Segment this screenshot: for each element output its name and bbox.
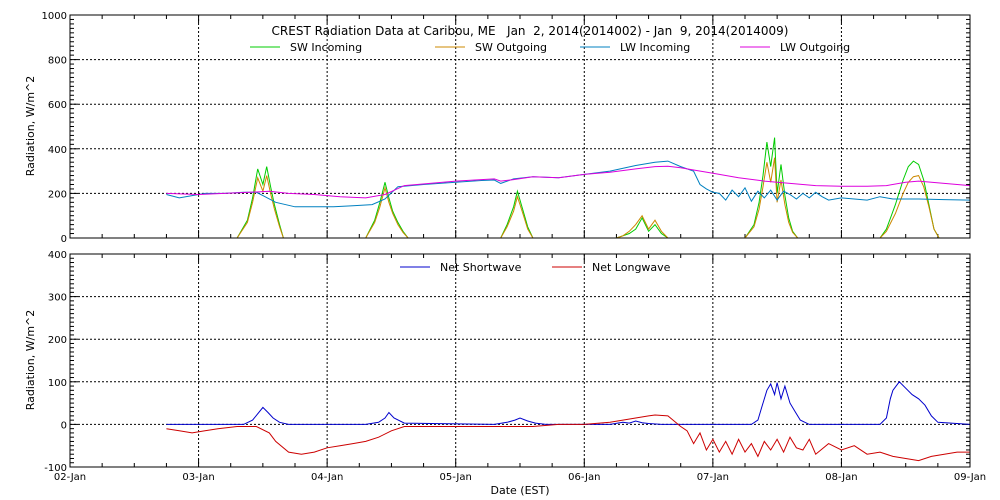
bottom-panel-xtick-labels: 02-Jan 03-Jan 04-Jan 05-Jan 06-Jan 07-Jan 08-J… bbox=[54, 472, 986, 483]
y-tick-label: 0 bbox=[61, 234, 67, 245]
y-tick-label: 800 bbox=[48, 56, 67, 67]
series-line-net-shortwave bbox=[166, 381, 971, 425]
y-tick-label: 1000 bbox=[42, 11, 67, 22]
y-tick-label: 200 bbox=[48, 189, 67, 200]
x-tick-label: 07-Jan bbox=[697, 472, 729, 483]
series-line-lw-incoming bbox=[166, 160, 971, 208]
bottom-panel-ticks bbox=[69, 253, 971, 468]
x-tick-label: 03-Jan bbox=[182, 472, 214, 483]
y-tick-label: 300 bbox=[48, 293, 67, 304]
series-line-sw-outgoing bbox=[166, 157, 970, 239]
x-axis-title: Date (EST) bbox=[490, 484, 549, 497]
y-tick-label: 100 bbox=[48, 378, 67, 389]
top-panel-frame bbox=[69, 14, 971, 239]
bottom-panel-series bbox=[166, 381, 971, 462]
top-panel-y-axis-title: Radiation, W/m^2 bbox=[24, 76, 37, 177]
x-tick-label: 09-Jan bbox=[954, 472, 986, 483]
bottom-panel-legend: Net Shortwave Net Longwave bbox=[400, 261, 671, 274]
legend-label: Net Longwave bbox=[592, 261, 671, 274]
x-tick-label: 04-Jan bbox=[311, 472, 343, 483]
chart-title: CREST Radiation Data at Caribou, ME Jan … bbox=[272, 24, 789, 38]
y-tick-label: 400 bbox=[48, 145, 67, 156]
bottom-panel-y-axis-title: Radiation, W/m^2 bbox=[24, 310, 37, 411]
y-tick-label: 600 bbox=[48, 100, 67, 111]
bottom-panel: -100 0 100 200 300 400 02-Jan 03-Jan 04-Jan 05-J… bbox=[24, 250, 986, 497]
top-panel-series bbox=[166, 137, 971, 239]
y-tick-label: 200 bbox=[48, 335, 67, 346]
series-line-sw-incoming bbox=[166, 137, 970, 239]
y-tick-label: 400 bbox=[48, 250, 67, 261]
bottom-panel-frame bbox=[69, 253, 971, 468]
bottom-panel-ytick-labels: -100 0 100 200 300 400 bbox=[44, 250, 67, 474]
top-panel-legend: SW Incoming SW Outgoing LW Incoming LW Outg… bbox=[250, 41, 850, 54]
legend-label: Net Shortwave bbox=[440, 261, 522, 274]
y-tick-label: 0 bbox=[61, 420, 67, 431]
x-tick-label: 06-Jan bbox=[568, 472, 600, 483]
x-tick-label: 02-Jan bbox=[54, 472, 86, 483]
x-tick-label: 08-Jan bbox=[825, 472, 857, 483]
legend-label: SW Incoming bbox=[290, 41, 362, 54]
legend-label: LW Outgoing bbox=[780, 41, 850, 54]
legend-label: SW Outgoing bbox=[475, 41, 547, 54]
x-tick-label: 05-Jan bbox=[440, 472, 472, 483]
series-line-lw-outgoing bbox=[166, 165, 971, 199]
legend-label: LW Incoming bbox=[620, 41, 690, 54]
series-line-net-longwave bbox=[166, 414, 970, 462]
top-panel-ytick-labels: 0 200 400 600 800 1000 bbox=[42, 11, 67, 245]
top-panel-ticks bbox=[69, 14, 971, 239]
bottom-panel-grid bbox=[70, 254, 970, 467]
y-tick-label: -100 bbox=[44, 463, 67, 474]
top-panel: 0 200 400 600 800 1000 CREST Radiation Data a… bbox=[24, 11, 971, 245]
